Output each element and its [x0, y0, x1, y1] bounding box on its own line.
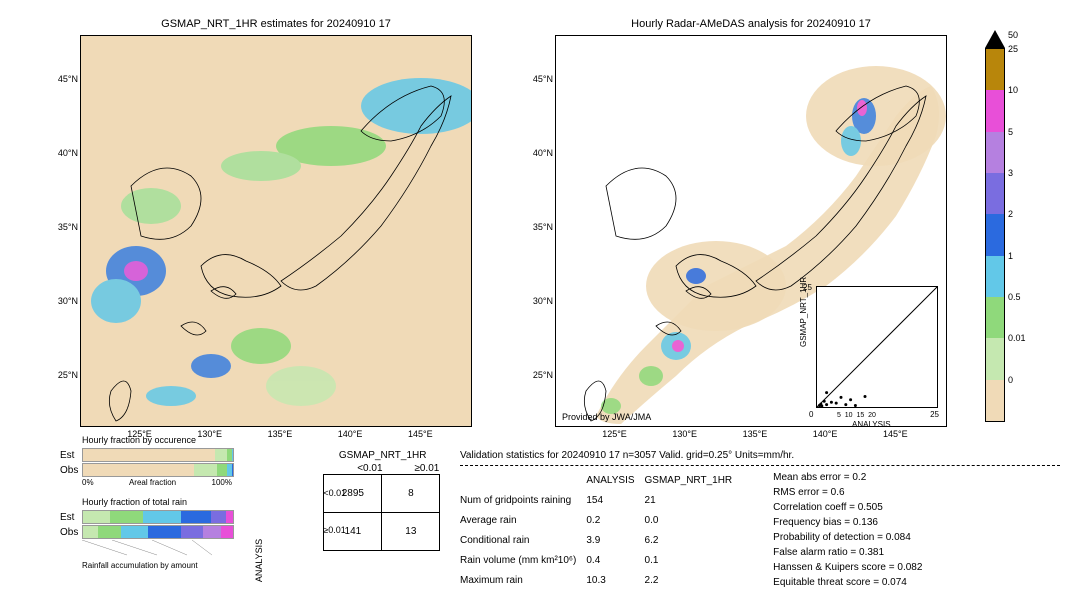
contingency-block: GSMAP_NRT_1HR ANALYSIS <0.01 ≥0.01 <0.01…: [280, 450, 455, 548]
map-right-title: Hourly Radar-AMeDAS analysis for 2024091…: [556, 18, 946, 30]
validation-stats: Validation statistics for 20240910 17 n=…: [460, 448, 1060, 590]
colorbar: 251053210.50.010: [985, 48, 1005, 422]
hourly-fraction-occurrence: Hourly fraction by occurence Est Obs 0% …: [60, 448, 235, 487]
map-left-svg: [81, 36, 471, 426]
validation-metrics: Mean abs error = 0.2RMS error = 0.6Corre…: [772, 470, 922, 590]
contingency-table: 28958 14113: [323, 474, 440, 551]
map-right-attribution: Provided by JWA/JMA: [562, 412, 651, 422]
validation-table: ANALYSIS GSMAP_NRT_1HR Num of gridpoints…: [460, 470, 742, 590]
inset-scatter: 0 25 25 ANALYSIS GSMAP_NRT_1HR 5 10 15 2…: [816, 286, 938, 408]
colorbar-arrow-icon: [985, 30, 1005, 48]
map-left: GSMAP_NRT_1HR estimates for 20240910 17 …: [80, 35, 472, 427]
hourly-fraction-total-rain: Hourly fraction of total rain Est Obs Ra…: [60, 510, 235, 570]
map-left-title: GSMAP_NRT_1HR estimates for 20240910 17: [81, 18, 471, 30]
map-right: Hourly Radar-AMeDAS analysis for 2024091…: [555, 35, 947, 427]
